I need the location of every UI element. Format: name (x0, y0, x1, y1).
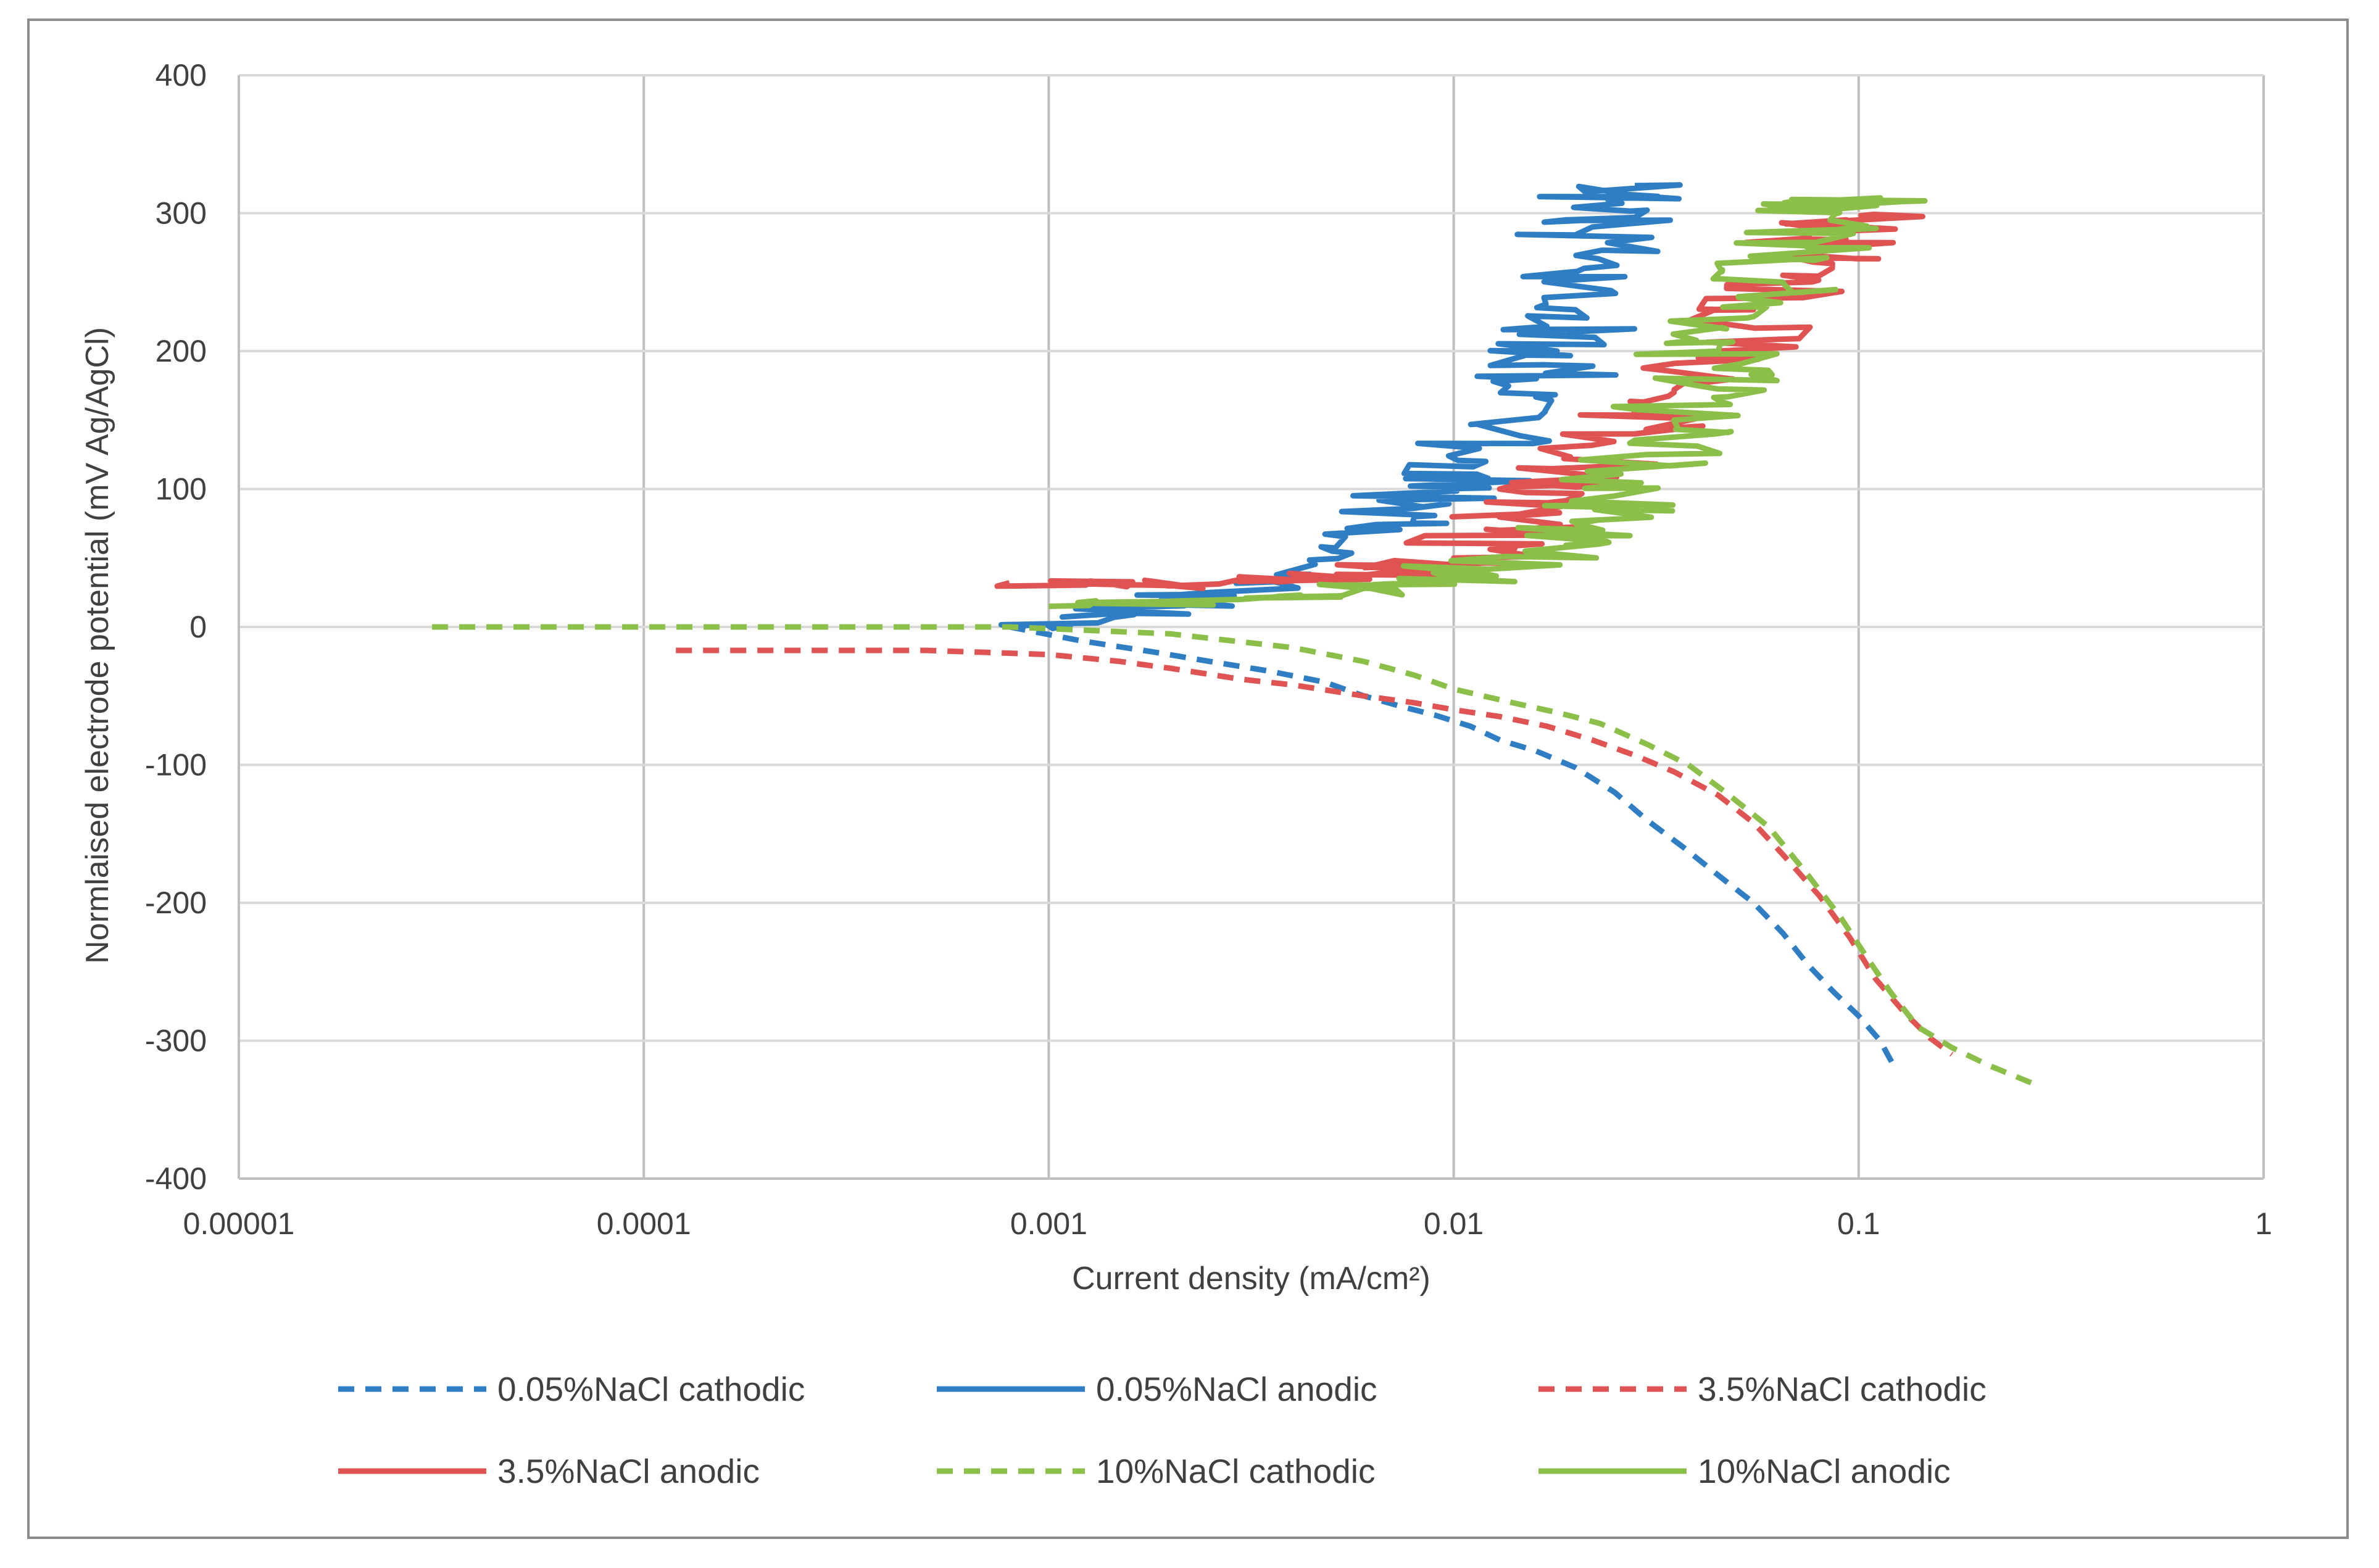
y-tick-label: 200 (156, 334, 207, 368)
y-tick-label: 100 (156, 472, 207, 507)
y-tick-label: 0 (189, 610, 207, 644)
legend-label: 10%NaCl anodic (1698, 1452, 1951, 1490)
y-tick-label: -300 (145, 1024, 207, 1058)
y-tick-label: -100 (145, 748, 207, 782)
legend: 0.05%NaCl cathodic 0.05%NaCl anodic 3.5%Na… (338, 1370, 1987, 1490)
x-axis-title: Current density (mA/cm²) (1072, 1261, 1430, 1296)
x-tick-label: 0.1 (1837, 1206, 1880, 1241)
legend-label: 0.05%NaCl anodic (1096, 1370, 1377, 1408)
grid-lines (239, 74, 2265, 1179)
x-tick-label: 0.0001 (597, 1206, 691, 1241)
axes (238, 75, 2264, 1180)
x-tick-label: 0.001 (1010, 1206, 1087, 1241)
y-tick-label: -200 (145, 886, 207, 920)
x-tick-label: 0.01 (1424, 1206, 1484, 1241)
legend-label: 3.5%NaCl anodic (497, 1452, 760, 1490)
y-tick-label: 400 (156, 58, 207, 93)
series-line (676, 647, 1954, 1057)
series-line (432, 624, 2041, 1089)
series-line (1048, 195, 1928, 609)
chart-frame: 0.00001 0.0001 0.001 0.01 0.1 1 400 300 200 100 0 -… (27, 19, 2349, 1539)
y-tick-label: 300 (156, 196, 207, 231)
x-tick-label: 1 (2255, 1206, 2272, 1241)
y-axis-title: Normlaised electrode potential (mV Ag/Ag… (80, 327, 115, 964)
series-layer (432, 182, 2041, 1089)
legend-label: 0.05%NaCl cathodic (497, 1370, 805, 1408)
polarization-chart: 0.00001 0.0001 0.001 0.01 0.1 1 400 300 200 100 0 -… (80, 58, 2272, 1490)
x-tick-label: 0.00001 (183, 1206, 295, 1241)
tick-labels: 0.00001 0.0001 0.001 0.01 0.1 1 400 300 200 100 0 -… (145, 58, 2272, 1241)
legend-label: 10%NaCl cathodic (1096, 1452, 1375, 1490)
legend-label: 3.5%NaCl cathodic (1698, 1370, 1987, 1408)
series-line (1008, 624, 1898, 1070)
y-tick-label: -400 (145, 1161, 207, 1196)
